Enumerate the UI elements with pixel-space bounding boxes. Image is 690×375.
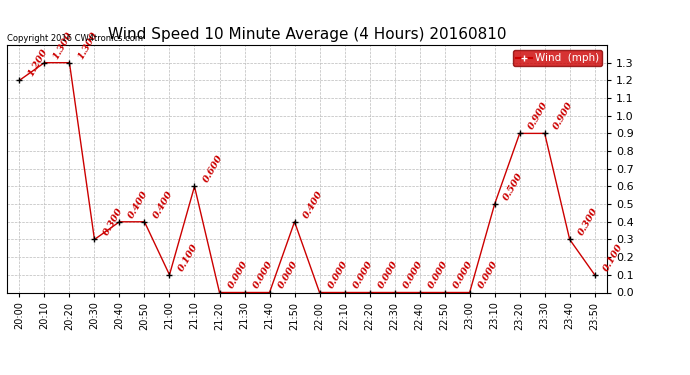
- Text: 0.100: 0.100: [177, 242, 199, 273]
- Text: 0.600: 0.600: [201, 153, 224, 184]
- Text: 0.400: 0.400: [151, 189, 175, 220]
- Text: 0.300: 0.300: [101, 207, 124, 237]
- Text: Copyright 2016 CW4tronics.com: Copyright 2016 CW4tronics.com: [7, 33, 143, 42]
- Title: Wind Speed 10 Minute Average (4 Hours) 20160810: Wind Speed 10 Minute Average (4 Hours) 2…: [108, 27, 506, 42]
- Text: 0.000: 0.000: [451, 260, 475, 290]
- Text: 0.400: 0.400: [126, 189, 149, 220]
- Text: 0.500: 0.500: [502, 171, 524, 202]
- Text: 0.900: 0.900: [551, 100, 575, 131]
- Text: 1.300: 1.300: [77, 30, 99, 60]
- Text: 0.900: 0.900: [526, 100, 549, 131]
- Text: 0.300: 0.300: [577, 207, 600, 237]
- Text: 0.100: 0.100: [602, 242, 624, 273]
- Legend: Wind  (mph): Wind (mph): [513, 50, 602, 66]
- Text: 0.400: 0.400: [302, 189, 324, 220]
- Text: 0.000: 0.000: [226, 260, 249, 290]
- Text: 0.000: 0.000: [251, 260, 275, 290]
- Text: 0.000: 0.000: [326, 260, 349, 290]
- Text: 0.000: 0.000: [426, 260, 449, 290]
- Text: 0.000: 0.000: [277, 260, 299, 290]
- Text: 0.000: 0.000: [402, 260, 424, 290]
- Text: 1.300: 1.300: [51, 30, 75, 60]
- Text: 0.000: 0.000: [351, 260, 375, 290]
- Text: 0.000: 0.000: [477, 260, 500, 290]
- Text: 1.200: 1.200: [26, 47, 49, 78]
- Text: 0.000: 0.000: [377, 260, 400, 290]
